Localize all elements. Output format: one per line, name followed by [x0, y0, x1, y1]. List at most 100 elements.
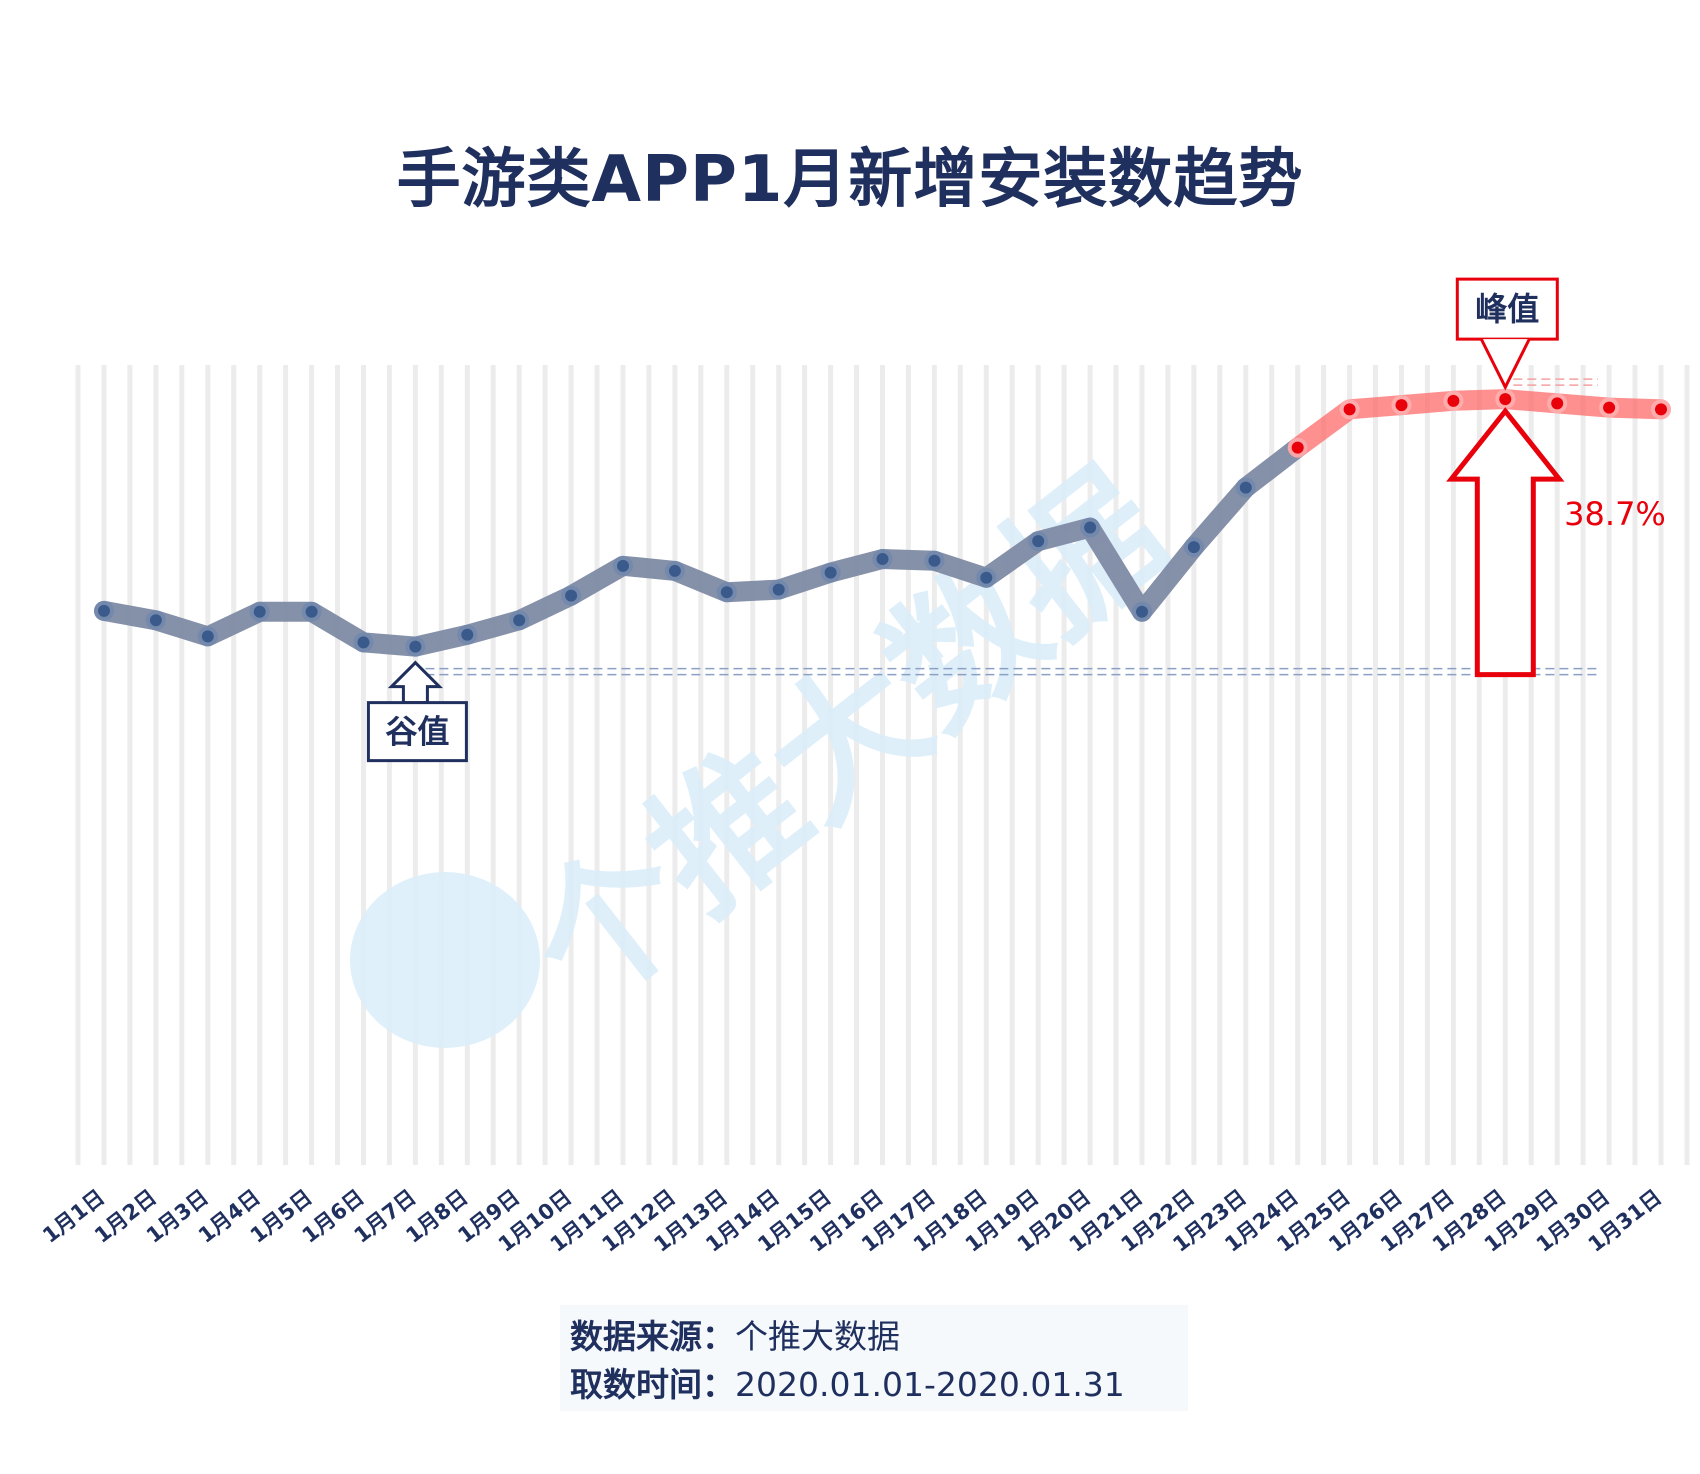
data-point [1239, 481, 1252, 494]
grid-bar [1399, 365, 1404, 1165]
period-value: 2020.01.01-2020.01.31 [735, 1365, 1125, 1404]
grid-bar [1347, 365, 1353, 1165]
grid-bar [905, 365, 911, 1165]
data-point [617, 559, 629, 572]
data-point [1447, 394, 1460, 407]
data-point [876, 553, 889, 566]
grid-bar [257, 365, 263, 1165]
grid-bar [1191, 365, 1197, 1165]
grid-bar [931, 365, 937, 1165]
data-point [928, 554, 941, 567]
grid-bar [1061, 365, 1067, 1165]
data-point [565, 589, 578, 602]
grid-bar [1139, 365, 1145, 1165]
grid-bar [75, 365, 81, 1165]
source-value: 个推大数据 [735, 1317, 900, 1356]
grid-bar [828, 365, 834, 1165]
grid-bar [672, 365, 678, 1165]
grid-bar [438, 365, 444, 1165]
grid-bar [1632, 365, 1638, 1165]
grid-bar [1554, 365, 1560, 1165]
data-point [305, 605, 318, 618]
source-box: 数据来源：个推大数据 取数时间：2020.01.01-2020.01.31 [560, 1305, 1188, 1411]
grid-bar [231, 365, 237, 1165]
data-point [98, 604, 110, 617]
growth-arrow [1446, 407, 1565, 678]
grid-bar [412, 365, 418, 1165]
data-point [824, 566, 837, 579]
trough-label-box [366, 701, 468, 763]
data-point [253, 605, 266, 618]
data-point [720, 586, 733, 599]
data-point [772, 583, 785, 596]
grid-bar [1217, 365, 1223, 1165]
grid-bar [1528, 365, 1534, 1165]
data-point [357, 636, 370, 649]
grid-bar [464, 365, 470, 1165]
peak-label: 峰值 [1475, 290, 1539, 328]
grid-bar [880, 365, 885, 1165]
grid-bar [542, 365, 548, 1165]
data-point [1187, 541, 1200, 554]
grid-bar [1321, 365, 1327, 1165]
data-point [1655, 403, 1667, 416]
line-chart: 个推大数据1月1日1月2日1月3日1月4日1月5日1月6日1月7日1月8日1月9… [38, 277, 1690, 1257]
data-point [1291, 441, 1304, 454]
grid-bar [127, 365, 133, 1165]
data-point [513, 614, 526, 627]
data-point [1084, 521, 1097, 534]
grid-bar [620, 365, 626, 1165]
grid-bar [1658, 365, 1664, 1165]
grid-bar [1087, 365, 1093, 1165]
grid-bar [1113, 365, 1119, 1165]
data-point [1551, 397, 1564, 410]
watermark-logo [350, 872, 540, 1048]
peak-arrow [1479, 338, 1531, 391]
grid-bar [1295, 365, 1301, 1165]
data-point [409, 640, 422, 653]
grid-bar [957, 365, 963, 1165]
grid-bar [1450, 365, 1456, 1165]
grid-bar [386, 365, 392, 1165]
grid-bar [594, 365, 600, 1165]
data-point [668, 564, 681, 577]
source-label: 数据来源： [570, 1317, 735, 1356]
grid-bar [1035, 365, 1041, 1165]
source-line: 数据来源：个推大数据 [570, 1313, 1178, 1361]
data-point [1032, 535, 1045, 548]
period-label: 取数时间： [570, 1365, 735, 1404]
grid-bar [179, 365, 185, 1165]
grid-bar [854, 365, 859, 1165]
chart-title: 手游类APP1月新增安装数趋势 [396, 143, 1304, 217]
grid-bar [776, 365, 782, 1165]
grid-bar [1502, 365, 1508, 1165]
grid-bar [1009, 365, 1015, 1165]
peak-label-box [1455, 277, 1559, 341]
data-point [149, 614, 162, 627]
grid-bar [153, 365, 159, 1165]
grid-bar [1373, 365, 1378, 1165]
grid-bar [1269, 365, 1275, 1165]
data-point [1499, 393, 1512, 406]
grid-bar [1424, 365, 1430, 1165]
grid-bar [490, 365, 496, 1165]
grid-bar [802, 365, 808, 1165]
grid-bar [983, 365, 989, 1165]
grid-bar [361, 365, 366, 1165]
grid-bar [1476, 365, 1482, 1165]
grid-bar [1684, 365, 1690, 1165]
grid-bar [568, 365, 574, 1165]
data-point [1136, 605, 1148, 618]
grid-bar [101, 365, 107, 1165]
grid-bar [1580, 365, 1586, 1165]
grid-bar [335, 365, 340, 1165]
grid-bar [724, 365, 730, 1165]
grid-bar [205, 365, 211, 1165]
data-point [980, 571, 993, 584]
data-point [1603, 401, 1616, 414]
grid-bar [646, 365, 652, 1165]
data-point [461, 628, 474, 641]
data-point [201, 630, 214, 643]
grid-bar [516, 365, 522, 1165]
period-line: 取数时间：2020.01.01-2020.01.31 [570, 1361, 1178, 1409]
